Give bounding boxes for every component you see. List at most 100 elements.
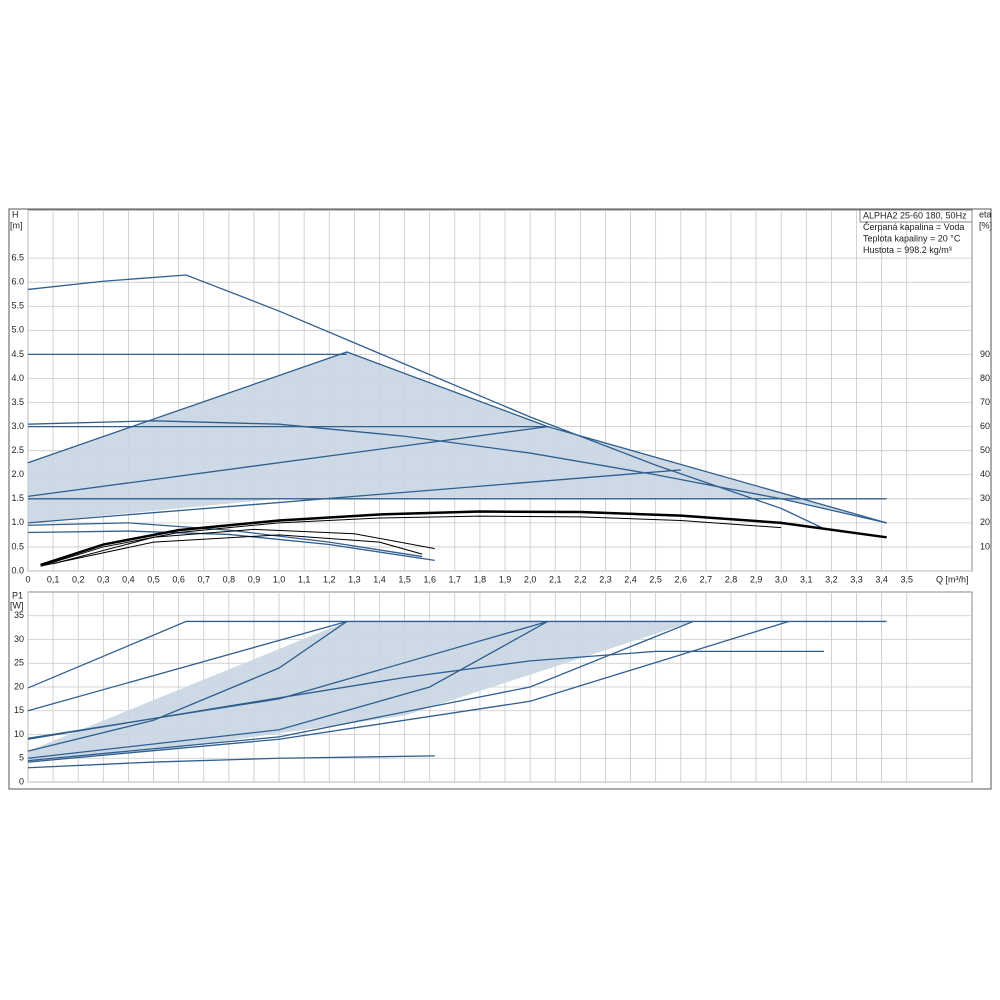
curve [27,650,824,740]
curve [27,274,825,530]
x-tick-label: 1,6 [423,574,436,584]
info-box [859,209,973,223]
curve [27,620,348,712]
x-tick-label: 0 [25,574,30,584]
y-tick-label: 6.5 [11,253,24,263]
x-tick-label: 1,4 [373,574,386,584]
x-tick-label: 3,5 [900,574,913,584]
y-tick-label: 0 [19,776,24,786]
y-tick-label: 2.5 [11,445,24,455]
curve [27,755,435,769]
y2-tick-label: 50 [980,445,990,455]
x-tick-label: 1,8 [474,574,487,584]
y2-tick-label: 60 [980,421,990,431]
frame [8,208,992,790]
y-tick-label: 6.0 [11,277,24,287]
y-tick-label: 4.0 [11,373,24,383]
x-tick-label: 2,1 [549,574,562,584]
y2-tick-label: 40 [980,469,990,479]
y2-tick-label: 10 [980,541,990,551]
y2-tick-label: 80 [980,373,990,383]
y-label: H [12,209,19,219]
y-tick-label: 5 [19,753,24,763]
curve [27,420,887,524]
shaded-area [28,351,887,523]
x-tick-label: 3,3 [850,574,863,584]
y-label: P1 [12,590,23,600]
y2-label: eta [979,209,992,219]
x-tick-label: 0,9 [248,574,261,584]
x-tick-label: 1,3 [348,574,361,584]
x-tick-label: 2,4 [624,574,637,584]
curve [27,351,887,524]
y-tick-label: 3.5 [11,397,24,407]
x-tick-label: 2,2 [574,574,587,584]
curve [27,620,348,752]
y-tick-label: 1.0 [11,517,24,527]
y-tick-label: 1.5 [11,493,24,503]
y2-unit: [%] [979,220,992,230]
y-tick-label: 10 [14,729,24,739]
plot-area [27,209,973,572]
curve [27,469,681,524]
x-tick-label: 0,3 [97,574,110,584]
x-label: Q [m³/h] [936,574,969,584]
y-tick-label: 0.0 [11,565,24,575]
y-tick-label: 35 [14,610,24,620]
curve [27,425,548,498]
curve [27,530,435,562]
x-tick-label: 1,7 [449,574,462,584]
y-tick-label: 5.0 [11,325,24,335]
y-tick-label: 15 [14,705,24,715]
y2-tick-label: 70 [980,397,990,407]
info-text: Čerpaná kapalina = Voda [863,222,964,232]
info-text: ALPHA2 25-60 180, 50Hz [863,210,967,220]
y-tick-label: 5.5 [11,301,24,311]
x-tick-label: 3,2 [825,574,838,584]
y2-tick-label: 20 [980,517,990,527]
y2-tick-label: 90 [980,349,990,359]
curve [27,522,423,558]
x-tick-label: 1,5 [398,574,411,584]
x-tick-label: 3,1 [800,574,813,584]
x-tick-label: 2,8 [725,574,738,584]
x-tick-label: 0,8 [223,574,236,584]
x-tick-label: 2,9 [750,574,763,584]
y-tick-label: 30 [14,634,24,644]
x-tick-label: 1,0 [273,574,286,584]
x-tick-label: 0,5 [147,574,160,584]
curve [52,528,435,565]
x-tick-label: 1,2 [323,574,336,584]
curve [27,620,549,759]
y2-tick-label: 30 [980,493,990,503]
curve [40,515,782,567]
y-tick-label: 0.5 [11,541,24,551]
x-tick-label: 2,5 [649,574,662,584]
x-tick-label: 3,0 [775,574,788,584]
curve [40,534,423,567]
y-tick-label: 4.5 [11,349,24,359]
x-tick-label: 0,7 [197,574,210,584]
x-tick-label: 1,1 [298,574,311,584]
x-tick-label: 2,0 [524,574,537,584]
y-tick-label: 3.0 [11,421,24,431]
shaded-area [28,621,694,761]
curve [27,620,887,689]
y-tick-label: 2.0 [11,469,24,479]
y-tick-label: 20 [14,681,24,691]
y-unit: [m] [10,220,23,230]
x-tick-label: 1,9 [499,574,512,584]
y-unit: [W] [10,600,24,610]
info-text: Teplota kapaliny = 20 °C [863,233,961,243]
x-tick-label: 0,2 [72,574,85,584]
y-tick-label: 25 [14,658,24,668]
x-tick-label: 2,3 [599,574,612,584]
x-tick-label: 3,4 [875,574,888,584]
x-tick-label: 2,6 [675,574,688,584]
x-tick-label: 0,4 [122,574,135,584]
info-text: Hustota = 998.2 kg/m³ [863,245,952,255]
curve [40,510,887,567]
x-tick-label: 0,1 [47,574,60,584]
